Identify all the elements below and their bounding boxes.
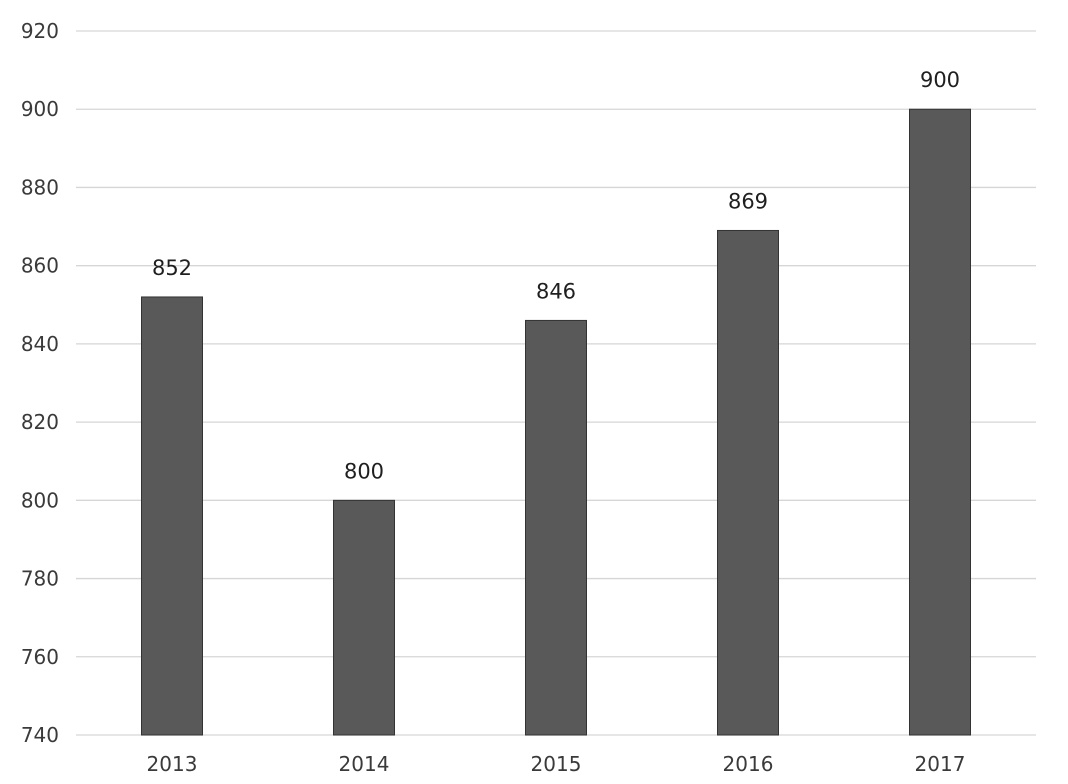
y-tick-label-840: 840 <box>21 332 59 356</box>
data-label-2015: 846 <box>536 279 576 303</box>
bar-2015 <box>525 319 587 736</box>
y-tick-label-780: 780 <box>21 567 59 591</box>
data-label-2013: 852 <box>152 256 192 280</box>
x-tick-label-2013: 2013 <box>147 752 198 776</box>
x-tick-label-2017: 2017 <box>915 752 966 776</box>
data-label-2016: 869 <box>728 189 768 213</box>
bar-2017 <box>909 108 971 736</box>
data-labels: 852 800 846 869 900 <box>152 68 960 483</box>
y-tick-label-880: 880 <box>21 175 59 199</box>
y-axis-tick-labels: 740 760 780 800 820 840 860 880 900 920 <box>21 19 59 747</box>
y-tick-label-900: 900 <box>21 97 59 121</box>
data-label-2017: 900 <box>920 68 960 92</box>
x-axis-tick-labels: 2013 2014 2015 2016 2017 <box>147 752 966 776</box>
y-tick-label-760: 760 <box>21 645 59 669</box>
bar-2014 <box>333 499 395 736</box>
x-tick-label-2014: 2014 <box>339 752 390 776</box>
bar-2016 <box>717 229 779 736</box>
y-tick-label-740: 740 <box>21 723 59 747</box>
x-tick-label-2016: 2016 <box>723 752 774 776</box>
bars <box>141 108 971 736</box>
x-tick-label-2015: 2015 <box>531 752 582 776</box>
y-tick-label-800: 800 <box>21 488 59 512</box>
y-tick-label-860: 860 <box>21 254 59 278</box>
y-tick-label-820: 820 <box>21 410 59 434</box>
y-tick-label-920: 920 <box>21 19 59 43</box>
data-label-2014: 800 <box>344 459 384 483</box>
bar-2013 <box>141 296 203 736</box>
